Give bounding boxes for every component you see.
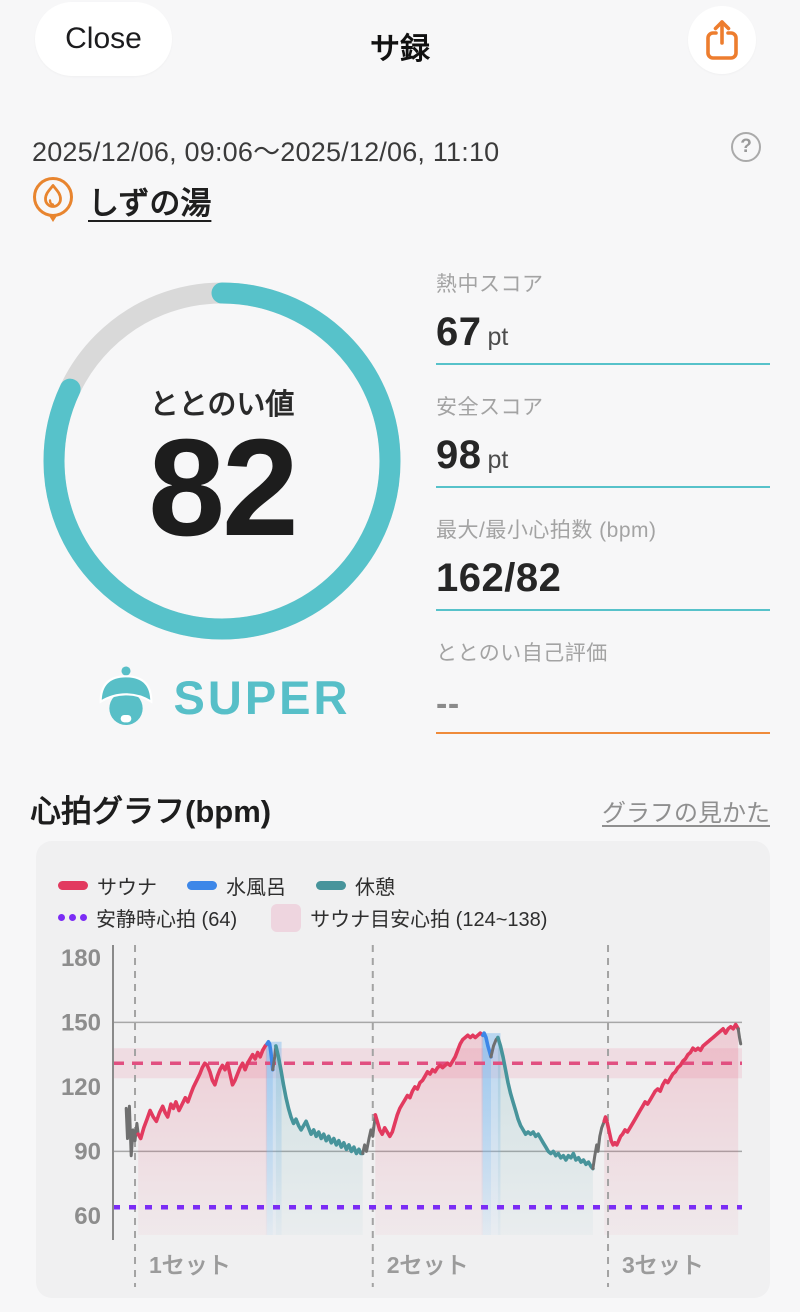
chart-section-title: 心拍グラフ(bpm) [30,794,272,829]
stats-list: 熱中スコア 67 pt 安全スコア 98 pt 最大/最小心拍数 (bpm) 162… [436,268,770,760]
stat-self-rating: ととのい自己評価 -- [436,637,770,734]
close-button[interactable]: Close [35,2,172,76]
help-button[interactable]: ? [731,132,761,162]
stat-label: 安全スコア [436,396,544,419]
legend-label: 休憩 [355,877,395,899]
question-mark-icon: ? [740,136,752,157]
coldbath-line-swatch [187,881,217,890]
stat-unit: pt [487,446,509,474]
legend-label: 水風呂 [226,877,286,899]
stat-value: 98 [436,433,482,477]
svg-text:1セット: 1セット [149,1252,231,1278]
chart-legend-row-2: 安静時心拍 (64) サウナ目安心拍 (124~138) [58,903,547,932]
stat-value: -- [436,685,460,723]
facility-name: しずの湯 [88,185,212,221]
stat-label: 熱中スコア [436,273,544,296]
svg-text:90: 90 [74,1138,101,1165]
gauge-value: 82 [148,411,299,565]
stat-label: 最大/最小心拍数 (bpm) [436,519,657,542]
stat-label: ととのい自己評価 [436,642,608,665]
resting-hr-dots-swatch [58,914,87,921]
close-button-label: Close [65,22,142,55]
stat-max-min-hr: 最大/最小心拍数 (bpm) 162/82 [436,514,770,611]
stat-unit: pt [487,323,509,351]
totonoi-gauge: ととのい値 82 [42,281,402,641]
heart-rate-chart: 180 150 120 90 60 1セット 2セット 3セット [61,945,743,1287]
sauna-hat-icon [99,666,152,725]
legend-item-resting-hr: 安静時心拍 (64) [58,903,237,932]
rest-line-swatch [316,881,346,890]
session-datetime: 2025/12/06, 09:06〜2025/12/06, 11:10 [32,137,500,167]
svg-text:180: 180 [61,945,101,972]
legend-item-mizuburo: 水風呂 [187,871,286,900]
gauge-label: ととのい値 [149,389,295,421]
legend-item-sauna: サウナ [58,871,157,900]
grade-row: SUPER [42,652,402,742]
grade-text: SUPER [173,670,351,724]
legend-label: サウナ目安心拍 (124~138) [310,909,548,931]
stat-netchuu-score: 熱中スコア 67 pt [436,268,770,365]
sauna-line-swatch [58,881,88,890]
page-title: サ録 [370,33,430,66]
legend-item-rest: 休憩 [316,871,395,900]
gauge-ring [43,282,401,640]
stat-anzen-score: 安全スコア 98 pt [436,391,770,488]
svg-text:3セット: 3セット [622,1252,704,1278]
stat-value: 67 [436,310,482,354]
share-icon [706,20,738,60]
legend-label: サウナ [97,877,157,899]
svg-text:2セット: 2セット [387,1252,469,1278]
chart-legend-row-1: サウナ 水風呂 休憩 [58,871,395,900]
chart-help-link[interactable]: グラフの見かた [602,800,770,827]
legend-label: 安静時心拍 (64) [96,909,238,931]
target-hr-dots-swatch [271,903,302,932]
stat-value: 162/82 [436,556,562,600]
legend-item-target-hr: サウナ目安心拍 (124~138) [271,903,547,932]
share-button[interactable] [688,6,756,74]
flame-pin-icon [33,177,73,222]
facility-link[interactable]: しずの湯 [30,176,211,224]
svg-text:150: 150 [61,1009,101,1036]
svg-text:120: 120 [61,1074,101,1101]
heart-rate-chart-card: サウナ 水風呂 休憩 安静時心拍 (64) サウナ目安心拍 (124~138) … [36,841,770,1298]
svg-text:60: 60 [74,1203,101,1230]
